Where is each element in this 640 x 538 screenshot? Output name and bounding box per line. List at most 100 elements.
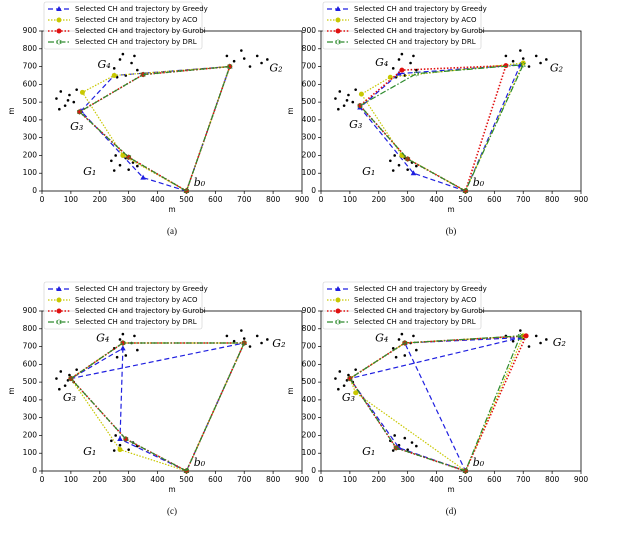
sensor-node — [136, 68, 139, 72]
sensor-node — [519, 329, 522, 332]
marker — [79, 89, 85, 95]
legend-label: Selected CH and trajectory by ACO — [75, 16, 198, 24]
plot-frame — [320, 310, 582, 472]
x-tick-label: 200 — [93, 475, 108, 484]
sensor-node — [394, 355, 398, 359]
x-tick-label: 500 — [179, 475, 194, 484]
legend-marker — [56, 297, 62, 303]
sensor-node — [115, 355, 119, 359]
annotation: G₂ — [269, 61, 282, 74]
legend: Selected CH and trajectory by Greedy Sele… — [322, 1, 487, 50]
y-tick-label: 100 — [23, 168, 38, 177]
sensor-node — [112, 67, 116, 70]
plot-frame — [41, 310, 303, 472]
legend-marker — [335, 28, 341, 34]
x-tick-label: 0 — [40, 475, 45, 484]
sensor-node — [130, 61, 133, 65]
legend-box — [43, 281, 203, 330]
caption: (b) — [446, 226, 457, 236]
y-tick-label: 400 — [302, 395, 317, 404]
x-tick-label: 100 — [343, 475, 358, 484]
sensor-node — [397, 338, 401, 341]
legend-label: Selected CH and trajectory by Gurobi — [75, 27, 206, 35]
x-tick-label: 100 — [343, 195, 358, 204]
legend-label: Selected CH and trajectory by DRL — [354, 38, 476, 46]
marker — [399, 67, 405, 73]
x-tick-label: 700 — [516, 475, 531, 484]
sensor-node — [393, 434, 396, 437]
sensor-node — [248, 65, 252, 68]
trajectory — [348, 337, 521, 472]
subplot: 0 100 200 300 400 500 600 700 800 900 0 100 200 300 40… — [7, 281, 309, 516]
marker — [183, 468, 190, 474]
sensor-node — [415, 444, 418, 448]
x-tick-label: 500 — [179, 195, 194, 204]
y-tick-label: 200 — [302, 150, 317, 159]
y-tick-label: 400 — [23, 115, 38, 124]
marker — [520, 60, 526, 66]
y-tick-label: 500 — [302, 97, 317, 106]
y-tick-label: 800 — [23, 324, 38, 333]
y-tick-label: 900 — [302, 26, 317, 35]
annotation: G₄ — [98, 58, 111, 71]
marker — [413, 70, 419, 77]
legend-label: Selected CH and trajectory by DRL — [354, 318, 476, 326]
x-tick-label: 700 — [237, 475, 252, 484]
caption: (d) — [446, 506, 457, 516]
x-tick-label: 900 — [574, 475, 589, 484]
sensor-node — [410, 441, 414, 444]
x-tick-label: 500 — [458, 475, 473, 484]
legend-box — [322, 281, 482, 330]
x-tick-label: 400 — [150, 475, 165, 484]
trajectory — [358, 64, 508, 192]
legend-marker — [335, 319, 341, 325]
legend-marker — [56, 308, 62, 314]
marker — [123, 436, 129, 442]
legend-marker — [56, 286, 62, 291]
sensor-node — [110, 439, 113, 443]
marker — [76, 108, 83, 115]
sensor-node — [63, 384, 67, 387]
y-tick-label: 500 — [23, 377, 38, 386]
x-tick-label: 200 — [372, 475, 387, 484]
sensor-node — [112, 449, 116, 452]
subplot: 0 100 200 300 400 500 600 700 800 900 0 100 200 300 40… — [7, 1, 309, 236]
sensor-node — [338, 90, 342, 93]
marker — [126, 154, 132, 161]
annotation: G₁ — [83, 445, 96, 458]
y-tick-label: 500 — [302, 377, 317, 386]
sensor-node — [127, 448, 130, 451]
legend-label: Selected CH and trajectory by Greedy — [75, 285, 208, 293]
y-tick-label: 200 — [302, 430, 317, 439]
legend-marker — [335, 17, 341, 23]
annotation: G₂ — [550, 61, 563, 74]
x-axis-label: m — [168, 485, 175, 494]
legend-marker — [335, 297, 341, 303]
annotation: b₀ — [194, 456, 206, 469]
y-tick-label: 600 — [302, 79, 317, 88]
sensor-node — [389, 159, 392, 163]
x-tick-label: 800 — [545, 475, 560, 484]
y-tick-label: 0 — [32, 466, 37, 475]
trajectory — [349, 335, 522, 472]
legend-marker — [335, 286, 341, 291]
legend-label: Selected CH and trajectory by DRL — [75, 38, 197, 46]
sensor-node — [409, 61, 412, 65]
marker — [393, 444, 399, 451]
sensor-node — [354, 368, 357, 371]
y-tick-label: 0 — [311, 466, 316, 475]
sensor-node — [66, 99, 70, 102]
marker — [353, 390, 359, 396]
legend-box — [43, 1, 203, 50]
marker — [405, 156, 411, 162]
sensor-node — [118, 338, 122, 341]
annotation: b₀ — [194, 176, 206, 189]
y-axis-label: m — [7, 387, 16, 394]
annotation: G₃ — [342, 391, 355, 404]
y-tick-label: 300 — [302, 133, 317, 142]
x-tick-label: 500 — [458, 195, 473, 204]
x-axis-label: m — [447, 205, 454, 214]
sensor-node — [58, 387, 61, 391]
sensor-node — [400, 52, 404, 56]
x-tick-label: 200 — [93, 195, 108, 204]
